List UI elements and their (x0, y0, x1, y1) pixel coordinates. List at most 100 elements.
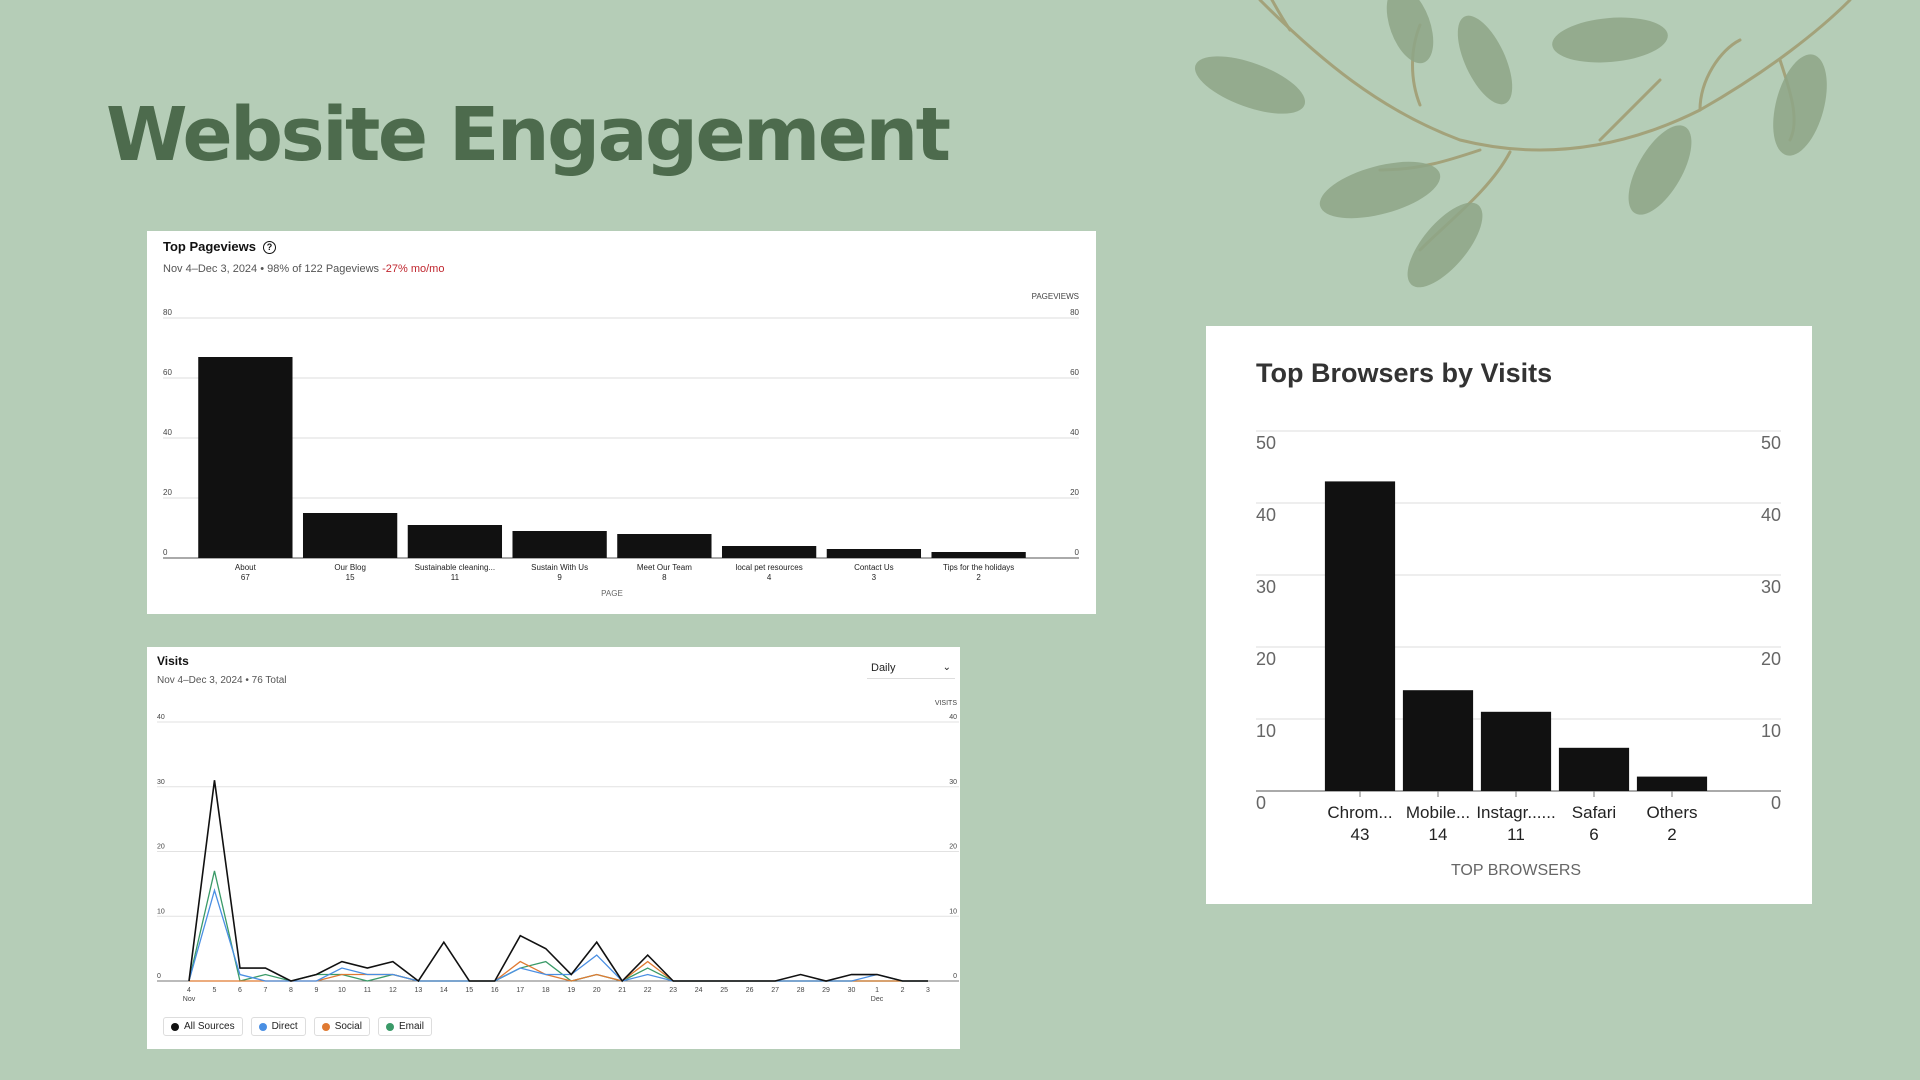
x-value-label: 6 (1589, 825, 1598, 844)
visits-legend: All Sources Direct Social Email (163, 1017, 432, 1036)
x-tick-label: 22 (644, 987, 652, 994)
series-line (188, 888, 928, 982)
bar (1636, 776, 1708, 791)
x-tick-label: 28 (797, 987, 805, 994)
legend-dot-email (385, 1022, 394, 1031)
x-value-label: 11 (451, 573, 460, 582)
y-tick-label-left: 20 (163, 488, 172, 497)
legend-dot-social (321, 1022, 330, 1031)
x-axis-title: TOP BROWSERS (1451, 862, 1581, 879)
top-browsers-title: Top Browsers by Visits (1256, 358, 1553, 388)
x-tick-label: 25 (720, 987, 728, 994)
x-category-label: Sustain With Us (531, 563, 588, 572)
x-tick-label: 17 (516, 987, 524, 994)
x-tick-label: 14 (440, 987, 448, 994)
y-tick-label-left: 10 (157, 908, 165, 915)
y-axis-title: VISITS (935, 700, 958, 707)
bar (407, 525, 503, 558)
x-value-label: 2 (976, 573, 981, 582)
y-tick-label-left: 0 (163, 548, 168, 557)
y-tick-label-right: 60 (1070, 368, 1079, 377)
x-value-label: 3 (872, 573, 877, 582)
bar (617, 534, 712, 558)
x-tick-label: 24 (695, 987, 703, 994)
y-tick-label-left: 40 (157, 714, 165, 721)
y-tick-label-right: 40 (1070, 428, 1079, 437)
x-tick-label: 6 (238, 987, 242, 994)
y-tick-label-right: 50 (1761, 433, 1781, 453)
y-tick-label-left: 30 (157, 779, 165, 786)
x-tick-label: 27 (771, 987, 779, 994)
y-tick-label-right: 30 (1761, 577, 1781, 597)
x-tick-label: 12 (389, 987, 397, 994)
x-tick-label: 18 (542, 987, 550, 994)
top-pageviews-card: Top Pageviews? Nov 4–Dec 3, 2024 • 98% o… (147, 231, 1096, 614)
x-month-label: Dec (871, 996, 884, 1003)
y-tick-label-right: 0 (1075, 548, 1080, 557)
pageviews-change: -27% mo/mo (382, 263, 445, 275)
legend-label: All Sources (184, 1021, 235, 1032)
bar (1324, 481, 1396, 791)
legend-item-direct[interactable]: Direct (250, 1017, 306, 1036)
x-tick-label: 5 (213, 987, 217, 994)
legend-dot-all-sources (171, 1022, 179, 1031)
x-tick-label: 4 (187, 987, 191, 994)
visits-card: Visits Nov 4–Dec 3, 2024 • 76 Total Dail… (147, 647, 960, 1049)
browsers-bar-chart: 0 0 10 10 20 20 30 30 40 40 50 50 Chrom... 43 Mobile..… (1256, 430, 1781, 879)
x-tick-label: 30 (848, 987, 856, 994)
x-category-label: Contact Us (854, 563, 894, 572)
x-category-label: Instagr...... (1476, 803, 1555, 822)
legend-item-social[interactable]: Social (313, 1017, 370, 1036)
x-value-label: 67 (241, 573, 250, 582)
x-tick-label: 29 (822, 987, 830, 994)
bar (512, 531, 607, 558)
y-tick-label-right: 0 (1771, 793, 1781, 813)
x-category-label: Mobile... (1406, 803, 1470, 822)
legend-item-email[interactable]: Email (377, 1017, 432, 1036)
x-tick-label: 26 (746, 987, 754, 994)
interval-select[interactable]: Daily ⌄ (867, 657, 955, 679)
x-category-label: Tips for the holidays (943, 563, 1014, 572)
legend-label: Social (334, 1021, 362, 1032)
x-category-label: Chrom... (1327, 803, 1392, 822)
legend-item-all-sources[interactable]: All Sources (163, 1017, 243, 1036)
y-tick-label-left: 0 (1256, 793, 1266, 813)
y-tick-label-left: 50 (1256, 433, 1276, 453)
y-tick-label-right: 80 (1070, 308, 1079, 317)
y-axis-title: PAGEVIEWS (1032, 292, 1079, 301)
x-tick-label: 21 (618, 987, 626, 994)
y-tick-label-right: 0 (953, 973, 957, 980)
y-tick-label-left: 10 (1256, 721, 1276, 741)
x-value-label: 15 (346, 573, 355, 582)
x-axis-title: PAGE (601, 589, 623, 598)
x-category-label: Our Blog (334, 563, 366, 572)
x-tick-label: 15 (465, 987, 473, 994)
y-tick-label-left: 30 (1256, 577, 1276, 597)
x-tick-label: 23 (669, 987, 677, 994)
x-tick-label: 10 (338, 987, 346, 994)
bar (302, 513, 398, 558)
series-line (188, 870, 928, 982)
x-category-label: About (235, 563, 257, 572)
x-tick-label: 20 (593, 987, 601, 994)
visits-title: Visits (157, 654, 189, 668)
x-category-label: local pet resources (736, 563, 803, 572)
page-title: Website Engagement (106, 92, 951, 178)
legend-label: Direct (271, 1021, 298, 1032)
x-tick-label: 19 (567, 987, 575, 994)
x-value-label: 8 (662, 573, 667, 582)
y-tick-label-left: 20 (1256, 649, 1276, 669)
y-tick-label-left: 80 (163, 308, 172, 317)
y-tick-label-left: 20 (157, 844, 165, 851)
visits-subtitle: Nov 4–Dec 3, 2024 • 76 Total (157, 675, 287, 686)
bar (1402, 690, 1474, 791)
x-value-label: 4 (767, 573, 772, 582)
x-tick-label: 9 (314, 987, 318, 994)
x-value-label: 9 (557, 573, 562, 582)
help-icon[interactable]: ? (262, 241, 276, 254)
x-tick-label: 2 (901, 987, 905, 994)
y-tick-label-right: 10 (949, 908, 957, 915)
bar (1480, 711, 1552, 791)
leaf-decoration (1194, 0, 1852, 288)
